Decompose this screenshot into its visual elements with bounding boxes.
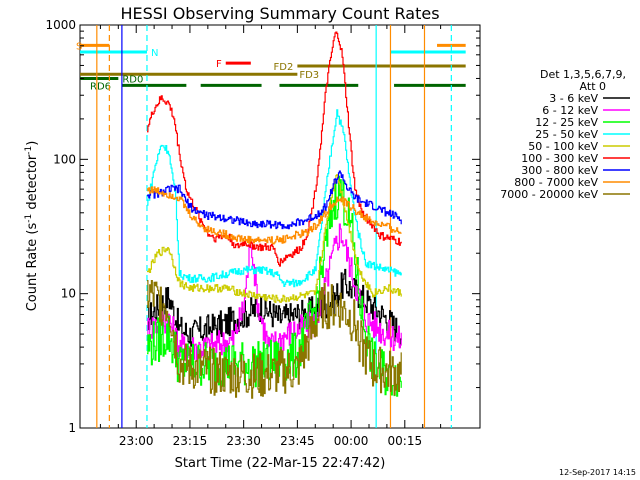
state-label-n: N [151, 48, 158, 59]
y-tick-label: 10 [61, 287, 76, 301]
y-axis-label-sup2: -1 [24, 146, 34, 155]
state-label-rd6: RD6 [90, 81, 111, 92]
x-axis-label: Start Time (22-Mar-15 22:47:42) [175, 456, 386, 471]
x-tick-label: 23:15 [173, 434, 208, 448]
legend-label-7000-20000-kev: 7000 - 20000 keV [500, 188, 598, 201]
y-axis-label-mid: detector [25, 154, 40, 214]
y-tick-label: 1000 [45, 18, 76, 32]
legend-header-line-1: Det 1,3,5,6,7,9, [540, 68, 626, 81]
chart-title: HESSI Observing Summary Count Rates [120, 4, 439, 23]
state-label-fd2: FD2 [274, 62, 294, 73]
vertical-markers [96, 25, 452, 428]
legend-header-line-2: Att 0 [580, 80, 606, 93]
state-label-fd3: FD3 [299, 70, 319, 81]
series-line-50-100-kev [147, 174, 402, 303]
y-axis-label-end: ) [25, 141, 40, 146]
legend-label-50-100-kev: 50 - 100 keV [528, 140, 598, 153]
legend-label-25-50-kev: 25 - 50 keV [535, 128, 598, 141]
axes: 23:00 23:15 23:30 23:45 00:00 00:15 1 10 100 1000 [45, 18, 480, 448]
y-tick-label: 1 [68, 421, 76, 435]
legend-label-300-800-kev: 300 - 800 keV [521, 164, 598, 177]
series-line-7000-20000-kev [147, 280, 402, 399]
series-line-300-800-kev [147, 170, 402, 230]
y-axis-label-main: Count Rate (s [25, 223, 40, 312]
x-tick-label: 23:00 [119, 434, 154, 448]
plot-frame [79, 24, 481, 429]
series-line-100-300-kev [147, 31, 402, 267]
x-tick-label: 00:00 [334, 434, 369, 448]
x-tick-label: 23:45 [280, 434, 315, 448]
series-line-25-50-kev [147, 109, 402, 288]
legend-label-12-25-kev: 12 - 25 keV [535, 116, 598, 129]
footer-date: 12-Sep-2017 14:15 [559, 468, 636, 477]
legend-label-3-6-kev: 3 - 6 keV [549, 92, 598, 105]
series-line-3-6-kev [147, 268, 402, 348]
series-lines [147, 31, 402, 399]
x-tick-label: 23:30 [226, 434, 261, 448]
y-tick-label: 100 [53, 152, 76, 166]
legend-label-6-12-kev: 6 - 12 keV [542, 104, 598, 117]
x-tick-label: 00:15 [388, 434, 423, 448]
y-axis-label: Count Rate (s-1 detector-1) [24, 141, 40, 312]
series-line-800-7000-kev [147, 186, 402, 245]
y-axis-label-sup1: -1 [24, 214, 34, 223]
state-bars: S N F FD2 FD3 RD0 RD6 [76, 41, 466, 92]
state-label-rd0: RD0 [122, 74, 143, 85]
legend-label-800-7000-kev: 800 - 7000 keV [514, 176, 598, 189]
legend-label-100-300-kev: 100 - 300 keV [521, 152, 598, 165]
state-label-f: F [216, 59, 222, 70]
state-label-s: S [76, 41, 82, 52]
